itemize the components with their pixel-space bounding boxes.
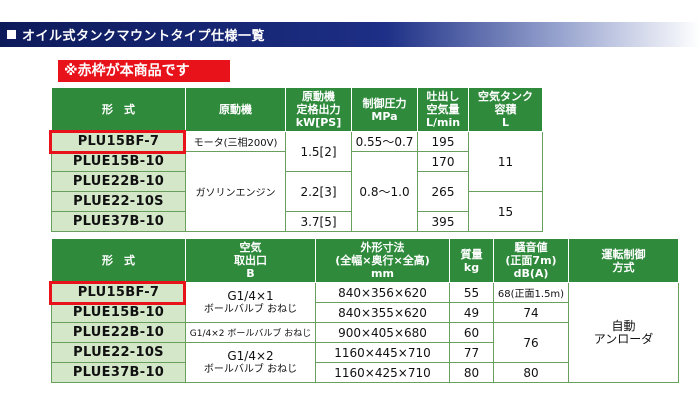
noise-cell: 80 [493,362,569,383]
col-pressure: 制御圧力 MPa [351,87,418,132]
mass-cell: 55 [449,282,494,303]
outlet-cell: G1/4×2 ボールバルブ おねじ [185,342,316,383]
dimensions-cell: 1160×425×710 [315,362,450,383]
table-row: PLU15BF-7 G1/4×1 ボールバルブ おねじ 840×356×620 … [51,282,679,383]
model-cell: PLU15BF-7 [51,282,186,303]
col-power: 原動機 定格出力 kW[PS] [285,87,352,132]
power-cell: 1.5[2] [285,131,352,172]
flow-cell: 395 [417,211,469,232]
spec-table-1: 形 式 原動機 原動機 定格出力 kW[PS] 制御圧力 MPa 吐出し 空気量… [51,87,543,232]
model-cell: PLUE37B-10 [51,362,186,383]
control-cell: 自動 アンローダ [568,282,679,383]
section-header: オイル式タンクマウントタイプ仕様一覧 [0,22,700,47]
col-dimensions: 外形寸法 (全幅×奥行×全高) mm [315,238,450,283]
table-row: PLUE22B-10 G1/4×2 ボールバルブ おねじ 900×405×680… [51,322,679,363]
col-mass: 質量 kg [449,238,494,283]
spec-table-2: 形 式 空気 取出口 B 外形寸法 (全幅×奥行×全高) mm 質量 kg 騒音… [51,238,679,383]
table-row: PLUE22-10S 15 [51,191,543,232]
col-model: 形 式 [51,87,186,132]
model-cell: PLUE22B-10 [51,171,186,192]
model-cell: PLUE15B-10 [51,302,186,323]
model-cell: PLUE22-10S [51,191,186,212]
dimensions-cell: 840×356×620 [315,282,450,303]
model-cell: PLU15BF-7 [51,131,186,152]
pressure-cell: 0.55～0.7 [351,131,418,152]
mass-cell: 80 [449,362,494,383]
mass-cell: 49 [449,302,494,323]
red-frame-note: ※赤枠が本商品です [58,60,230,82]
table-header-row: 形 式 原動機 原動機 定格出力 kW[PS] 制御圧力 MPa 吐出し 空気量… [51,87,543,132]
section-title: オイル式タンクマウントタイプ仕様一覧 [22,29,266,44]
flow-cell: 265 [417,171,469,212]
noise-cell: 68(正面1.5m) [493,282,569,303]
col-outlet: 空気 取出口 B [185,238,316,283]
table-header-row: 形 式 空気 取出口 B 外形寸法 (全幅×奥行×全高) mm 質量 kg 騒音… [51,238,679,283]
dimensions-cell: 840×355×620 [315,302,450,323]
highlight-frame-top [49,130,186,154]
table-row: PLUE22-10S G1/4×2 ボールバルブ おねじ 1160×445×71… [51,342,679,383]
mass-cell: 60 [449,322,494,343]
flow-cell: 170 [417,151,469,172]
table-row: PLUE37B-10 1160×425×710 80 80 [51,362,679,383]
model-cell: PLUE15B-10 [51,151,186,172]
col-tank: 空気タンク 容積 L [468,87,543,132]
power-cell: 3.7[5] [285,211,352,232]
noise-cell: 74 [493,302,569,323]
tank-cell: 15 [468,191,543,232]
col-control: 運転制御 方式 [568,238,679,283]
col-flow: 吐出し 空気量 L/min [417,87,469,132]
outlet-cell: G1/4×1 ボールバルブ おねじ [185,282,316,323]
col-model: 形 式 [51,238,186,283]
table-row: PLUE37B-10 3.7[5] 395 [51,211,543,232]
highlight-frame-bottom [49,281,186,305]
col-motor: 原動機 [185,87,286,132]
mass-cell: 77 [449,342,494,363]
tank-cell: 11 [468,131,543,192]
square-bullet-icon [7,30,16,39]
motor-cell: ガソリンエンジン [185,151,286,232]
table-row: PLUE22B-10 2.2[3] 265 [51,171,543,212]
dimensions-cell: 1160×445×710 [315,342,450,363]
noise-cell: 76 [493,322,569,363]
power-cell: 2.2[3] [285,171,352,212]
dimensions-cell: 900×405×680 [315,322,450,343]
model-cell: PLUE22-10S [51,342,186,363]
model-cell: PLUE37B-10 [51,211,186,232]
col-noise: 騒音値 (正面7m) dB(A) [493,238,569,283]
outlet-cell: G1/4×2 ボールバルブ おねじ [185,322,316,343]
pressure-cell: 0.8～1.0 [351,151,418,232]
model-cell: PLUE22B-10 [51,322,186,343]
table-row: PLU15BF-7 モータ(三相200V) 1.5[2] 0.55～0.7 19… [51,131,543,192]
motor-cell: モータ(三相200V) [185,131,286,152]
flow-cell: 195 [417,131,469,152]
